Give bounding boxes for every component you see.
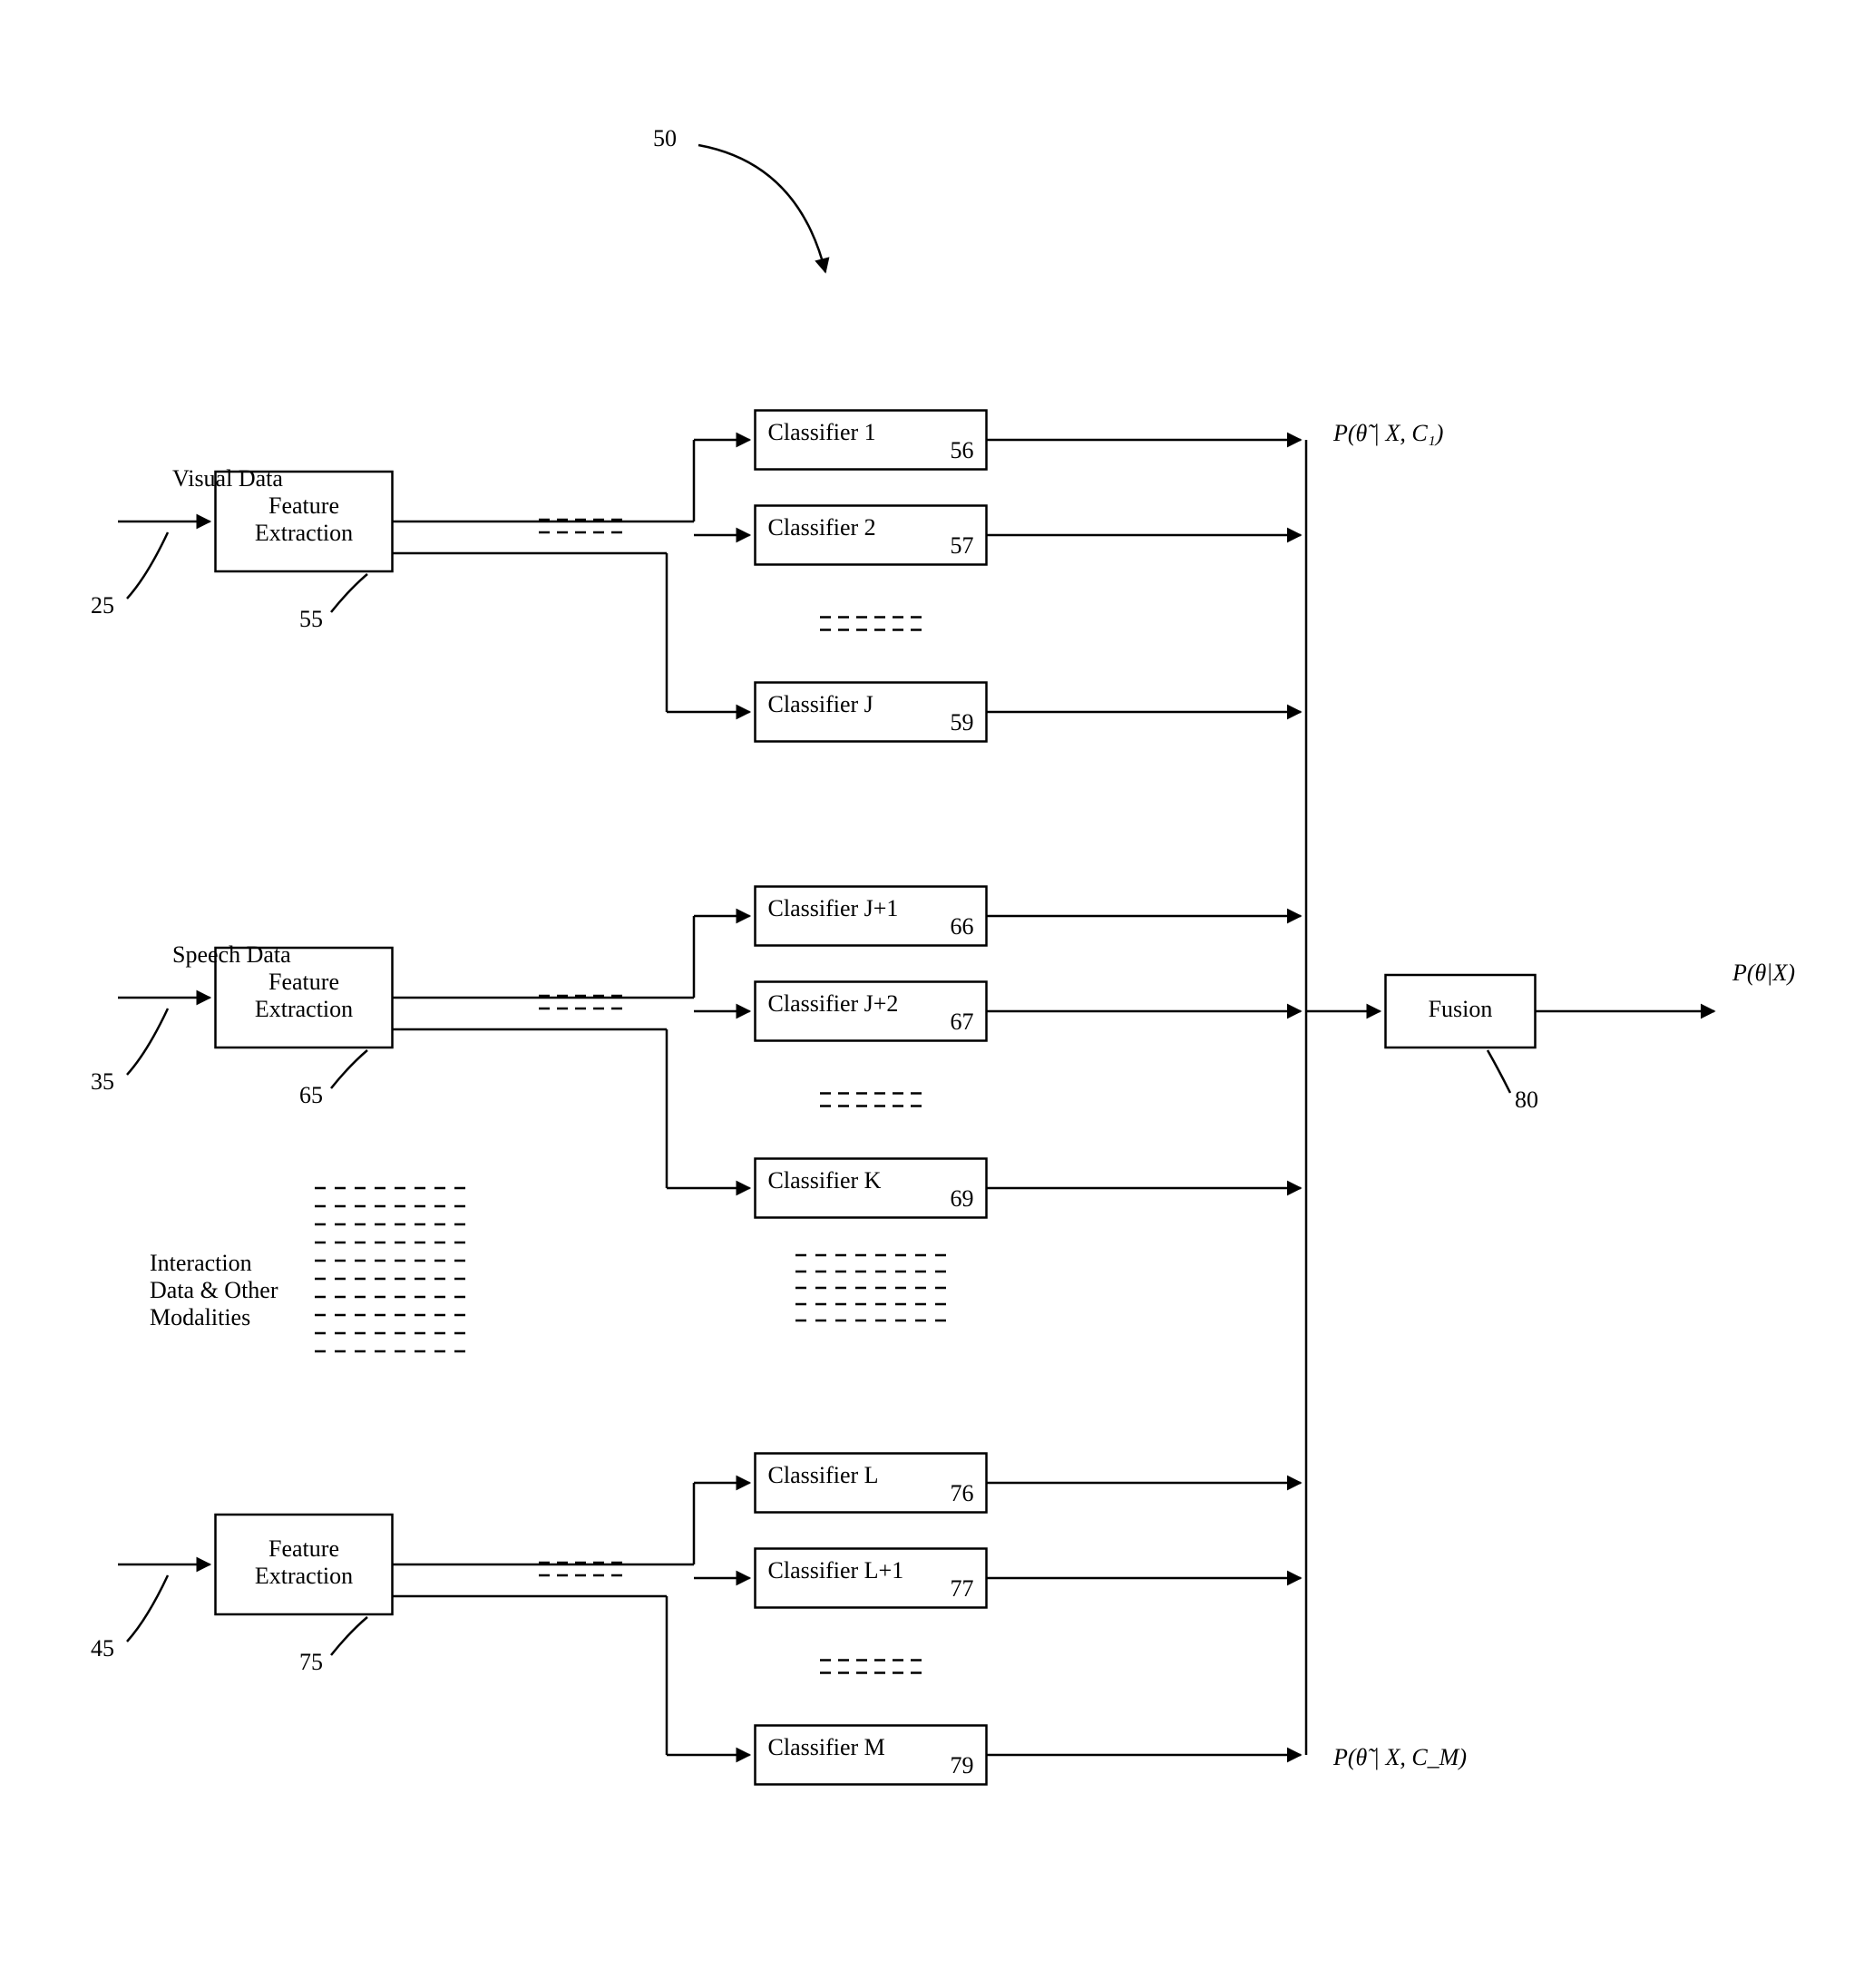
ref-50: 50 [653,125,677,151]
classifier-label: Classifier M [768,1734,885,1760]
classifier-label: Classifier 1 [768,419,876,445]
classifier-label: Classifier L+1 [768,1557,904,1584]
classifier-label: Classifier 2 [768,514,876,541]
input-ref: 25 [91,592,114,619]
classifier-label: Classifier J+1 [768,895,899,921]
connector [331,1617,367,1655]
input-ref: 35 [91,1068,114,1095]
fusion-ref: 80 [1515,1087,1538,1113]
classifier-ref: 66 [951,913,974,940]
classifier-ref: 67 [951,1009,974,1035]
classifier-ref: 56 [951,437,974,463]
input-label: Speech Data [172,941,291,968]
output-top: P(θ̃ | X, C₁) [1332,420,1443,446]
classifier-ref: 77 [951,1575,974,1602]
fusion-label: Fusion [1429,996,1493,1022]
input-ref: 45 [91,1635,114,1662]
feature-extraction-label: FeatureExtraction [255,492,353,546]
classifier-ref: 59 [951,709,974,736]
classifier-label: Classifier L [768,1462,879,1488]
classifier-label: Classifier K [768,1167,882,1194]
connector [331,574,367,612]
fe-ref: 75 [299,1649,323,1675]
classifier-ref: 79 [951,1752,974,1778]
feature-extraction-label: FeatureExtraction [255,969,353,1022]
feature-extraction-label: FeatureExtraction [255,1535,353,1589]
classifier-label: Classifier J+2 [768,990,899,1017]
input-label: Visual Data [172,465,283,492]
fe-ref: 65 [299,1082,323,1108]
connector [127,1575,168,1642]
classifier-ref: 76 [951,1480,974,1506]
output-final: P(θ|X) [1732,960,1795,986]
connector [127,532,168,599]
classifier-label: Classifier J [768,691,873,717]
classifier-ref: 69 [951,1185,974,1212]
output-bottom: P(θ̃ | X, C_M) [1332,1744,1467,1770]
connector [331,1050,367,1088]
connector [698,145,825,272]
connector [127,1009,168,1075]
connector [1488,1050,1510,1093]
classifier-ref: 57 [951,532,974,559]
interaction-label: InteractionData & OtherModalities [150,1250,278,1330]
fe-ref: 55 [299,606,323,632]
